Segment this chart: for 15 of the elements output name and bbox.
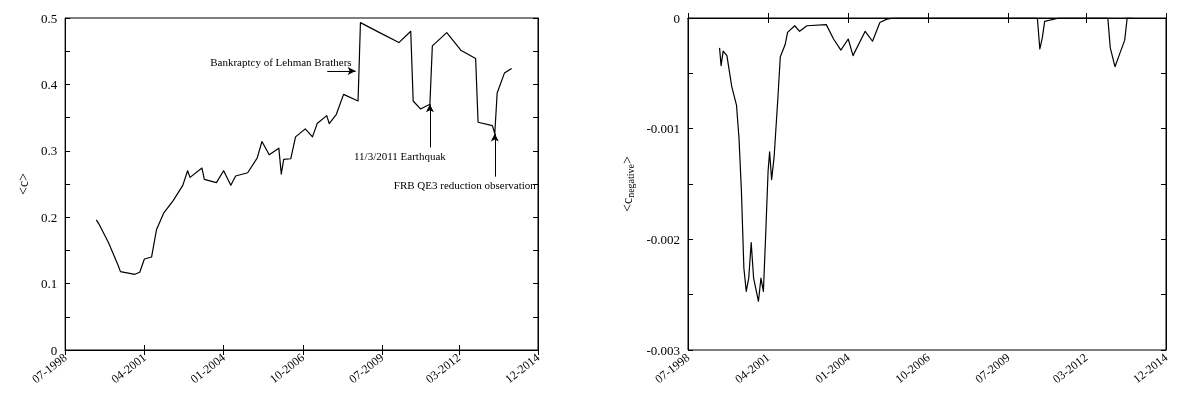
y-tick-label: 0 <box>673 10 680 26</box>
y-tick-label: 0.1 <box>40 276 58 292</box>
y-tick-label: -0.002 <box>646 231 680 247</box>
annotation: FRB QE3 reduction observation <box>393 179 537 192</box>
y-tick-label: 0.3 <box>40 143 58 159</box>
y-tick-label: 0.5 <box>40 10 58 26</box>
y-tick-label: 0.2 <box>40 209 58 225</box>
annotation: Bankraptcy of Lehman Brathers <box>210 55 352 68</box>
y-tick-label: 0.4 <box>40 76 58 92</box>
y-tick-label: -0.001 <box>646 121 680 137</box>
annotation: 11/3/2011 Earthquak <box>354 149 447 162</box>
y-axis-title: <c> <box>15 172 31 196</box>
y-tick-label: 0 <box>50 342 58 358</box>
y-tick-label: -0.003 <box>646 342 680 358</box>
y-axis-title: <cnegative> <box>620 155 637 212</box>
